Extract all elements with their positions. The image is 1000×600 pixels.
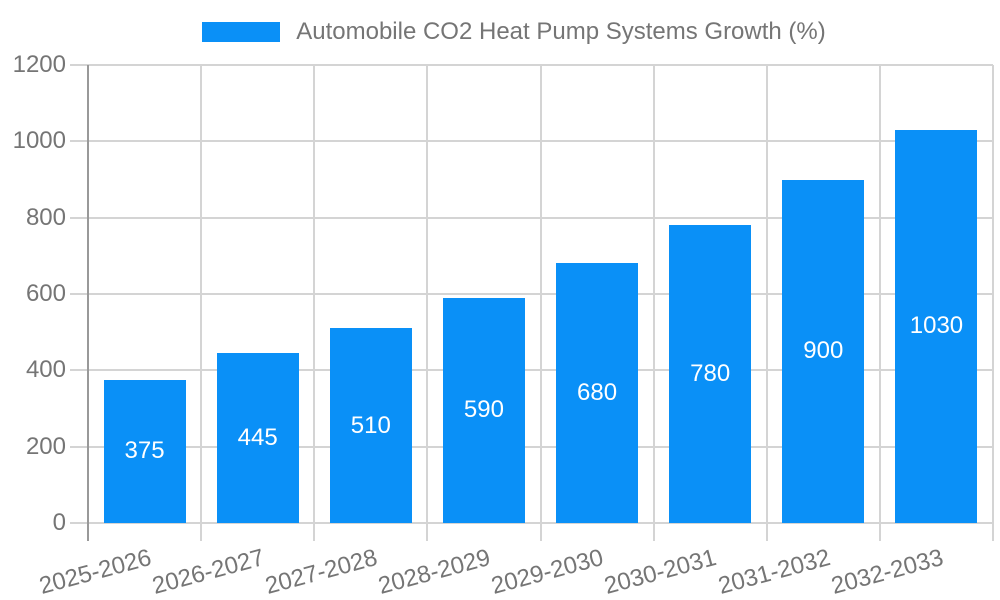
x-axis-tick [878,523,881,541]
bar [216,353,299,523]
x-axis-tick [765,523,768,541]
y-axis-line [87,65,89,523]
y-tick-label: 400 [25,356,66,384]
chart-legend: Automobile CO2 Heat Pump Systems Growth … [14,18,1000,46]
chart-title: Automobile CO2 Heat Pump Systems Growth … [296,18,826,45]
x-tick-label: 2028-2029 [375,544,494,600]
x-gridline [878,65,881,523]
x-tick-label: 2026-2027 [149,544,268,600]
bar [782,179,865,523]
x-axis-tick [992,523,994,541]
bar-value-label: 445 [237,424,278,452]
bar-value-label: 900 [803,337,844,365]
bar [103,379,186,523]
x-tick-label: 2030-2031 [601,544,720,600]
bar-value-label: 590 [463,396,504,424]
bar [895,129,978,523]
x-axis-tick [87,523,89,541]
x-gridline [992,65,994,523]
x-axis-tick [652,523,655,541]
bar [669,225,752,523]
y-tick-label: 0 [52,509,66,536]
x-gridline [539,65,542,523]
y-tick-label: 800 [25,203,66,231]
x-gridline [426,65,429,523]
y-gridline [70,293,993,295]
y-gridline [70,64,993,66]
x-axis-tick [539,523,542,541]
bar [556,263,639,523]
bar-value-label: 780 [690,360,731,388]
x-gridline [652,65,655,523]
bar [442,297,525,523]
bar-value-label: 1030 [909,312,964,340]
x-tick-label: 2025-2026 [36,544,155,600]
bar-value-label: 680 [577,379,618,407]
y-tick-label: 200 [25,432,66,460]
x-axis-tick [426,523,429,541]
x-axis-tick [200,523,203,541]
y-gridline [70,522,993,524]
y-gridline [70,140,993,143]
x-tick-label: 2029-2030 [488,544,607,600]
legend-swatch [202,22,281,42]
y-gridline [70,445,993,448]
x-gridline [765,65,768,523]
x-tick-label: 2032-2033 [828,544,946,600]
y-gridline [70,369,993,372]
bar-value-label: 510 [350,411,391,439]
x-tick-label: 2027-2028 [262,544,381,600]
y-tick-label: 1200 [12,51,66,78]
y-tick-label: 1000 [12,127,66,155]
x-gridline [200,65,203,523]
y-gridline [70,216,993,219]
x-axis-tick [313,523,316,541]
x-gridline [313,65,316,523]
bar-value-label: 375 [124,437,165,465]
bar [329,328,412,523]
y-tick-label: 600 [25,280,66,307]
x-tick-label: 2031-2032 [714,544,833,600]
